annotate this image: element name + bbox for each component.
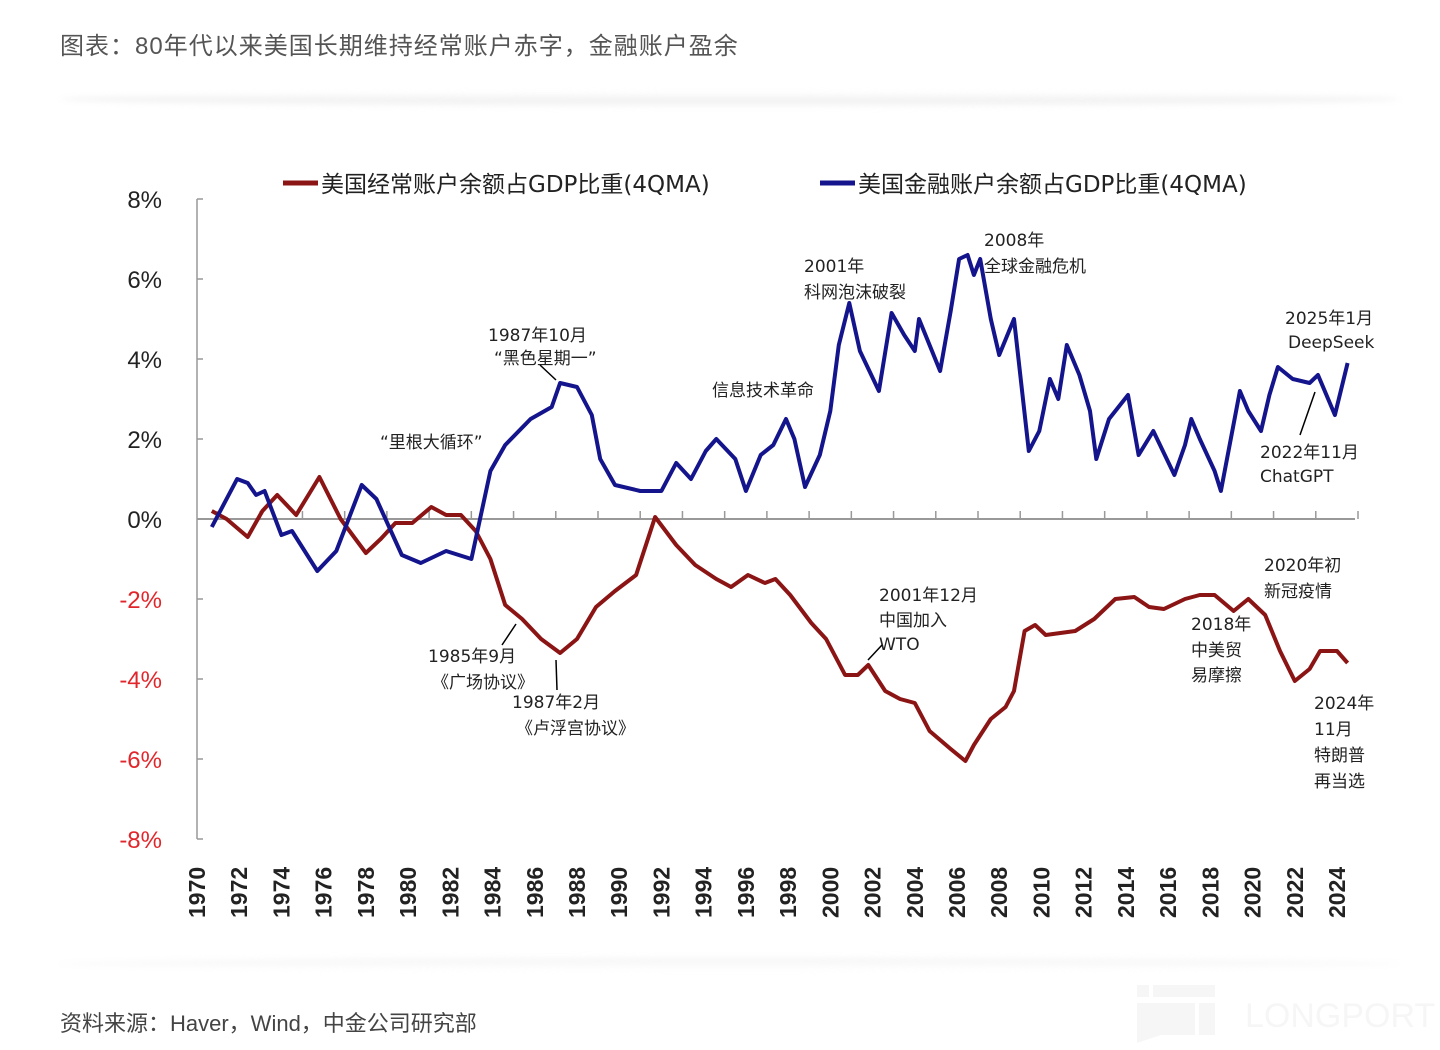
annotation: DeepSeek: [1288, 333, 1375, 353]
annotation: 2018年: [1191, 615, 1251, 635]
y-tick-label: 0%: [127, 507, 162, 534]
y-tick-label: 4%: [127, 347, 162, 374]
annotation-arrow: [539, 364, 557, 381]
x-tick-labels: 1970 1972 1974 1976 1978 1980 1982 1984 1986 1988…: [184, 867, 1350, 918]
annotation: 《卢浮宫协议》: [516, 719, 635, 739]
y-tick-label: -8%: [119, 827, 162, 854]
annotation: 1987年2月: [512, 693, 600, 713]
x-tick-label: 2022: [1282, 867, 1308, 918]
x-tick-label: 2010: [1028, 867, 1054, 918]
y-tick-label: -4%: [119, 667, 162, 694]
x-tick-label: 2024: [1324, 867, 1350, 918]
y-tick-labels: 8% 6% 4% 2% 0% -2% -4% -6% -8%: [119, 187, 162, 854]
annotation: 易摩擦: [1191, 666, 1242, 686]
x-tick-label: 1976: [311, 867, 337, 918]
annotation: 2008年: [984, 231, 1044, 251]
x-tick-label: 2014: [1113, 867, 1139, 918]
annotation-arrow: [1299, 391, 1316, 436]
annotation-arrow: [501, 623, 517, 646]
annotation: 2024年: [1314, 694, 1374, 714]
x-tick-label: 1986: [522, 867, 548, 918]
x-tick-label: 2018: [1197, 867, 1223, 918]
x-tick-label: 1994: [691, 867, 717, 918]
x-tick-label: 2012: [1071, 867, 1097, 918]
x-tick-label: 1982: [437, 867, 463, 918]
x-tick-label: 1998: [775, 867, 801, 918]
svg-text:LONGPORT: LONGPORT: [1245, 997, 1435, 1035]
x-tick-label: 1990: [606, 867, 632, 918]
annotation: 11月: [1314, 720, 1353, 740]
annotation: 科网泡沫破裂: [804, 283, 906, 303]
x-tick-label: 2020: [1240, 867, 1266, 918]
x-tick-label: 2016: [1155, 867, 1181, 918]
x-tick-label: 2006: [944, 867, 970, 918]
annotation: 新冠疫情: [1264, 582, 1332, 602]
source-note: 资料来源：Haver，Wind，中金公司研究部: [60, 1011, 477, 1036]
divider-bottom: [60, 958, 1400, 970]
x-tick-label: 1974: [268, 867, 294, 918]
x-tick-label: 1972: [226, 867, 252, 918]
annotation: 再当选: [1314, 772, 1365, 792]
series-lines: [210, 253, 1350, 763]
y-tick-label: -6%: [119, 747, 162, 774]
longport-watermark-logo: LONGPORT: [1137, 985, 1435, 1043]
annotation: WTO: [879, 635, 920, 655]
axes: [196, 198, 1359, 840]
annotation: 2020年初: [1264, 556, 1341, 576]
legend: 美国经常账户余额占GDP比重(4QMA) 美国金融账户余额占GDP比重(4QMA…: [283, 172, 1247, 198]
financial-account-line: [210, 253, 1350, 573]
chart-title: 图表：80年代以来美国长期维持经常账户赤字，金融账户盈余: [60, 33, 739, 60]
x-tick-label: 2002: [860, 867, 886, 918]
annotation: 2025年1月: [1285, 309, 1373, 329]
y-tick-label: 8%: [127, 187, 162, 214]
annotation: 中国加入: [879, 611, 947, 631]
legend-label-financial-account: 美国金融账户余额占GDP比重(4QMA): [858, 172, 1247, 198]
y-tick-label: 2%: [127, 427, 162, 454]
x-tick-label: 1996: [733, 867, 759, 918]
annotation: 全球金融危机: [984, 257, 1086, 277]
x-tick-label: 1978: [353, 867, 379, 918]
x-tick-label: 1988: [564, 867, 590, 918]
annotation: 2001年12月: [879, 586, 978, 606]
divider-top: [60, 92, 1400, 106]
legend-label-current-account: 美国经常账户余额占GDP比重(4QMA): [321, 172, 710, 198]
annotation-arrow: [555, 659, 558, 691]
annotation: 特朗普: [1314, 746, 1365, 766]
current-account-line: [210, 475, 1350, 763]
annotation: 1987年10月: [488, 326, 587, 346]
annotation: 《广场协议》: [432, 673, 534, 693]
x-tick-label: 2000: [817, 867, 843, 918]
x-tick-label: 1980: [395, 867, 421, 918]
annotation-arrow: [867, 644, 883, 661]
annotation: 2001年: [804, 257, 864, 277]
annotation: 信息技术革命: [712, 381, 814, 401]
annotation: “里根大循环”: [380, 433, 483, 453]
x-tick-label: 2004: [902, 867, 928, 918]
annotation: 2022年11月: [1260, 443, 1359, 463]
annotation: “黑色星期一”: [494, 349, 597, 369]
x-tick-label: 1984: [480, 867, 506, 918]
x-tick-label: 2008: [986, 867, 1012, 918]
y-tick-label: -2%: [119, 587, 162, 614]
x-tick-label: 1992: [648, 867, 674, 918]
annotation: ChatGPT: [1260, 467, 1334, 487]
annotations: “里根大循环” 1987年10月 “黑色星期一” 信息技术革命 2001年 科网…: [380, 231, 1375, 792]
annotation: 中美贸: [1191, 641, 1242, 661]
x-tick-label: 1970: [184, 867, 210, 918]
y-tick-label: 6%: [127, 267, 162, 294]
annotation: 1985年9月: [428, 647, 516, 667]
